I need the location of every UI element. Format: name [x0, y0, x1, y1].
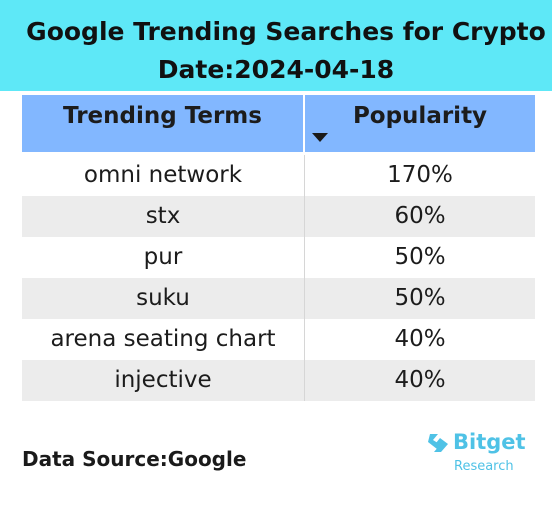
- sort-descending-icon[interactable]: [312, 133, 328, 142]
- title-banner: Google Trending Searches for Crypto Date…: [0, 0, 552, 91]
- cell-term: suku: [22, 278, 305, 319]
- cell-popularity: 40%: [394, 367, 446, 393]
- table-header: Trending Terms Popularity: [22, 95, 535, 152]
- data-source-label: Data Source:Google: [22, 447, 247, 471]
- bitget-research-logo: Bitget Research: [425, 430, 535, 478]
- trending-table: Trending Terms Popularity omni network 17…: [22, 95, 535, 401]
- bitget-logo-icon: [428, 434, 448, 452]
- cell-term: stx: [22, 196, 305, 237]
- cell-term: arena seating chart: [22, 319, 305, 360]
- cell-popularity: 60%: [394, 203, 446, 229]
- cell-popularity: 170%: [387, 162, 453, 188]
- cell-popularity: 40%: [394, 326, 446, 352]
- column-header-terms[interactable]: Trending Terms: [22, 95, 305, 152]
- cell-term: pur: [22, 237, 305, 278]
- cell-term: omni network: [22, 155, 305, 196]
- column-header-popularity-label: Popularity: [352, 103, 488, 129]
- table-row: injective 40%: [22, 360, 535, 401]
- table-row: arena seating chart 40%: [22, 319, 535, 360]
- table-row: omni network 170%: [22, 155, 535, 196]
- table-row: suku 50%: [22, 278, 535, 319]
- report-date: Date:2024-04-18: [157, 55, 395, 84]
- table-row: stx 60%: [22, 196, 535, 237]
- brand-name: Bitget: [453, 430, 526, 454]
- cell-popularity: 50%: [394, 244, 446, 270]
- table-spacer: [22, 152, 535, 155]
- cell-term: injective: [22, 360, 305, 401]
- table-body: omni network 170% stx 60% pur 50% suku 50% arena…: [22, 155, 535, 401]
- brand-subtitle: Research: [454, 459, 514, 474]
- column-header-popularity[interactable]: Popularity: [305, 95, 535, 152]
- table-row: pur 50%: [22, 237, 535, 278]
- cell-popularity: 50%: [394, 285, 446, 311]
- page-title: Google Trending Searches for Crypto: [26, 17, 546, 46]
